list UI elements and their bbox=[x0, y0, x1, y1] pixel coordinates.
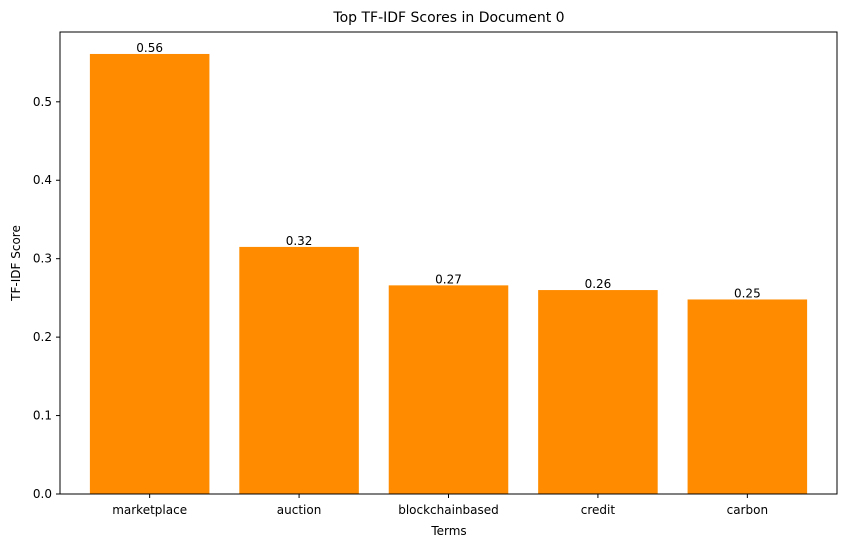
bar-marketplace bbox=[89, 53, 210, 495]
bar-auction bbox=[239, 246, 359, 494]
data-labels-group: 0.56 0.32 0.27 0.26 0.25 bbox=[136, 41, 760, 301]
y-tick-label-0.4: 0.4 bbox=[33, 173, 52, 187]
x-tick-label-blockchainbased: blockchainbased bbox=[398, 503, 499, 517]
data-label-credit: 0.26 bbox=[585, 277, 612, 291]
bar-credit bbox=[538, 290, 658, 494]
bars-group bbox=[89, 53, 808, 495]
x-tick-label-carbon: carbon bbox=[727, 503, 768, 517]
data-label-blockchainbased: 0.27 bbox=[435, 272, 462, 286]
y-axis-title: TF-IDF Score bbox=[9, 225, 23, 302]
x-tick-label-marketplace: marketplace bbox=[112, 503, 187, 517]
x-axis-title: Terms bbox=[430, 524, 466, 538]
x-tick-label-auction: auction bbox=[277, 503, 322, 517]
y-tick-label-0.2: 0.2 bbox=[33, 330, 52, 344]
y-tick-label-0.5: 0.5 bbox=[33, 95, 52, 109]
x-tick-label-credit: credit bbox=[581, 503, 616, 517]
data-label-marketplace: 0.56 bbox=[136, 41, 163, 55]
y-tick-label-0.1: 0.1 bbox=[33, 409, 52, 423]
bar-blockchainbased bbox=[388, 285, 509, 494]
chart-title: Top TF-IDF Scores in Document 0 bbox=[332, 10, 564, 26]
x-axis: marketplace auction blockchainbased credit c… bbox=[112, 494, 768, 517]
data-label-carbon: 0.25 bbox=[734, 286, 761, 300]
y-tick-label-0.0: 0.0 bbox=[33, 487, 52, 501]
data-label-auction: 0.32 bbox=[286, 234, 313, 248]
bar-carbon bbox=[687, 299, 808, 494]
y-axis: 0.0 0.1 0.2 0.3 0.4 0.5 bbox=[33, 95, 60, 501]
y-tick-label-0.3: 0.3 bbox=[33, 252, 52, 266]
